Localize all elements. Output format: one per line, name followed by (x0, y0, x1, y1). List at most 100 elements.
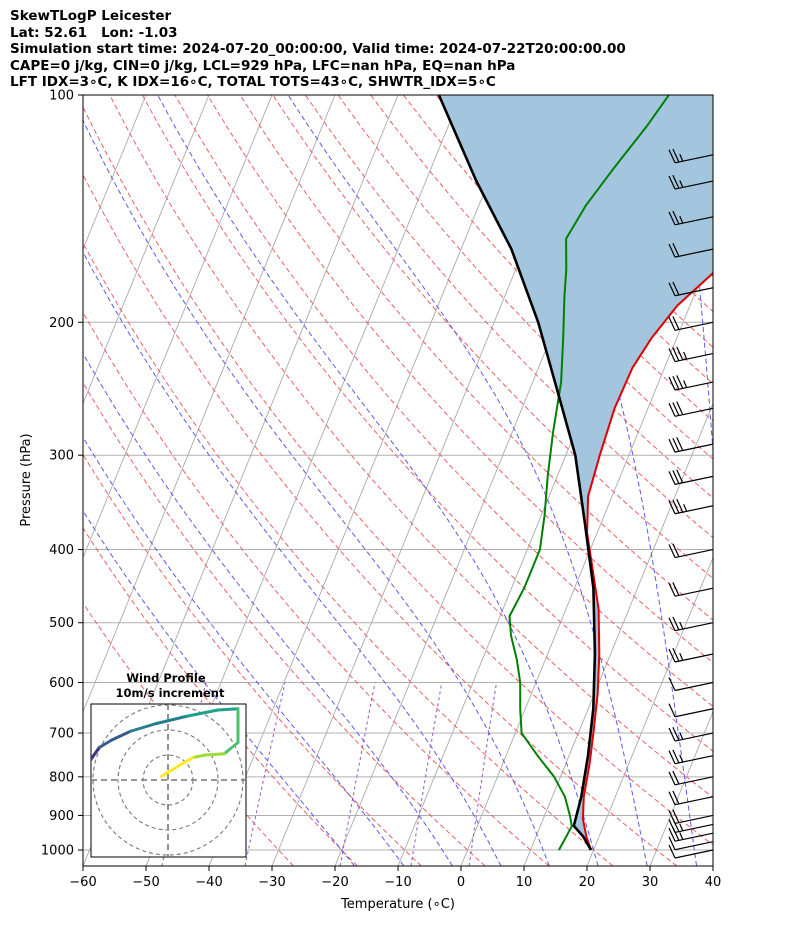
mixing-ratio-line (244, 682, 286, 866)
barb-staff (674, 154, 714, 164)
dewpoint-line (508, 95, 670, 851)
barb-flag (672, 210, 680, 225)
barb-half-flag (679, 732, 684, 740)
dry-adiabat-line (239, 95, 713, 621)
barb-flag (668, 703, 676, 718)
barb-flag (668, 819, 676, 833)
moist-adiabat-line (489, 95, 698, 866)
barb-flag (672, 582, 680, 596)
isotherm-line (83, 95, 147, 251)
wind-barb (668, 818, 714, 834)
barb-staff (674, 622, 714, 632)
x-tick-label: −10 (384, 875, 411, 890)
x-tick-label: −40 (195, 875, 222, 890)
dry-adiabat-line (402, 95, 713, 422)
title-line-location: Lat: 52.61 Lon: -1.03 (10, 24, 178, 41)
barb-staff (674, 814, 714, 825)
barb-staff (674, 755, 714, 765)
x-tick-label: 30 (642, 875, 659, 890)
dry-adiabat-line (83, 453, 422, 866)
x-tick-label: −50 (132, 875, 159, 890)
barb-half-flag (679, 832, 684, 840)
barb-flag (672, 543, 680, 557)
barb-staff (674, 248, 714, 258)
wind-barb (668, 703, 714, 718)
barb-flag (672, 749, 680, 764)
y-tick-label: 500 (49, 616, 74, 631)
y-tick-label: 900 (49, 809, 74, 824)
barb-flag (668, 582, 676, 597)
y-axis-ticks: 1000 900 800 700 600 500 400 300 200 100 (41, 89, 83, 859)
x-tick-label: −60 (69, 875, 96, 890)
wind-barb (668, 243, 714, 258)
barb-flag (676, 375, 684, 389)
wind-profile-inset: Wind Profile 10m/s increment (68, 671, 247, 858)
isotherm-line (649, 710, 713, 866)
barb-flag (668, 348, 676, 362)
barb-half-flag (679, 823, 684, 831)
barb-flag (668, 282, 676, 296)
barb-flag (668, 403, 676, 417)
moist-adiabat-line (83, 251, 502, 866)
barb-flag (668, 500, 676, 515)
dry-adiabat-line (83, 527, 358, 866)
barb-half-flag (679, 180, 684, 188)
title-line-indices: LFT IDX=3∘C, K IDX=16∘C, TOTAL TOTS=43∘C… (10, 74, 496, 91)
wind-barb (668, 749, 714, 765)
cape-region (438, 95, 713, 850)
barb-staff (674, 475, 714, 485)
hodograph-segment (204, 752, 226, 757)
barb-staff (674, 732, 714, 742)
barb-flag (668, 243, 676, 258)
barb-flag (668, 771, 676, 786)
title-line-times: Simulation start time: 2024-07-20_00:00:… (10, 41, 626, 58)
y-tick-label: 1000 (41, 844, 74, 859)
y-tick-label: 100 (49, 89, 74, 104)
dry-adiabat-line (83, 105, 713, 846)
cape-shading (438, 95, 713, 850)
wind-barbs (668, 148, 714, 859)
y-axis-label: Pressure (hPa) (19, 433, 34, 526)
wind-barb (668, 726, 714, 742)
chart-title-block: SkewTLogP Leicester Lat: 52.61 Lon: -1.0… (10, 8, 780, 91)
wind-barb (668, 316, 714, 331)
dry-adiabat-line (83, 381, 486, 866)
wind-barb (668, 375, 714, 391)
wind-barb (668, 647, 714, 663)
barb-flag (668, 376, 676, 391)
barb-half-flag (683, 504, 688, 512)
title-line-cape: CAPE=0 j/kg, CIN=0 j/kg, LCL=929 hPa, LF… (10, 57, 516, 74)
barb-flag (668, 438, 676, 453)
barb-half-flag (679, 215, 684, 224)
x-axis-label: Temperature (∘C) (340, 897, 455, 912)
x-axis-ticks: −60 −50 −40 −30 −20 −10 0 10 20 30 40 (69, 866, 721, 890)
barb-flag (668, 727, 676, 742)
barb-flag (672, 375, 680, 390)
x-tick-label: −20 (321, 875, 348, 890)
barb-staff (674, 849, 714, 859)
dry-adiabat-line (83, 241, 614, 866)
barb-staff (674, 776, 714, 786)
hodograph-segment (222, 741, 240, 756)
barb-flag (672, 770, 680, 785)
wind-barb (668, 770, 714, 786)
wind-barb (668, 616, 714, 632)
background-lines (83, 95, 713, 866)
moist-adiabat-line (287, 95, 648, 866)
wind-barb (668, 148, 714, 164)
parcel-path-line (437, 95, 597, 851)
barb-flag (672, 499, 680, 514)
mixing-ratio-line (468, 682, 497, 866)
barb-flag (672, 402, 680, 416)
barb-flag (676, 437, 684, 451)
wind-barb (668, 790, 714, 806)
dry-adiabat-line (370, 95, 713, 460)
moist-adiabat-line (83, 436, 405, 866)
barb-staff (674, 681, 714, 692)
hodograph-segment (191, 753, 207, 759)
hodograph-segment (68, 766, 81, 769)
barb-half-flag (683, 380, 688, 388)
barb-flag (676, 346, 684, 361)
barb-flag (672, 726, 680, 741)
